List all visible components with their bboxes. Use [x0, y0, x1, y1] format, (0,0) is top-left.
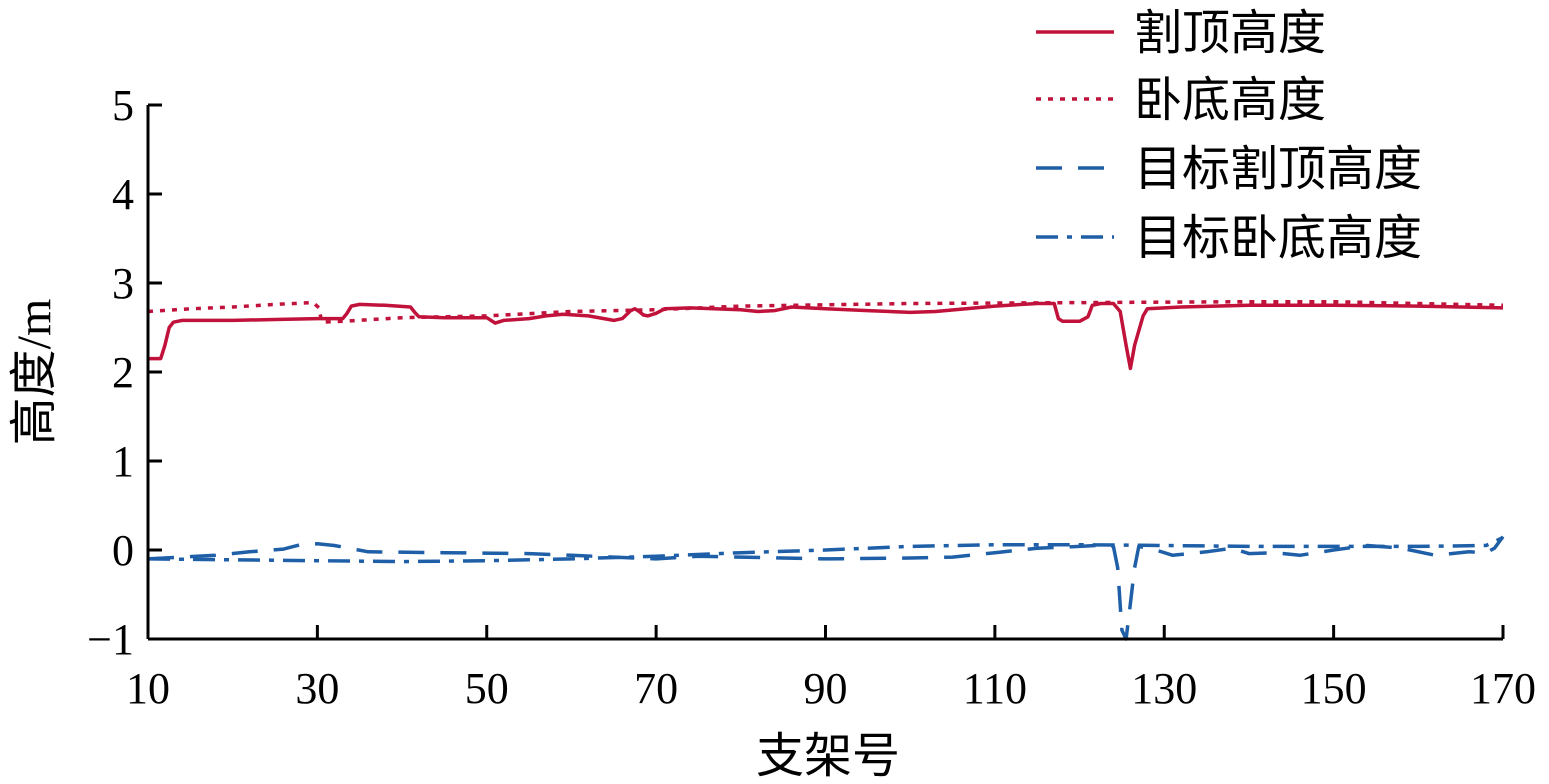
x-tick-label: 30: [295, 664, 339, 713]
x-tick-label: 90: [804, 664, 848, 713]
x-tick-label: 10: [126, 664, 170, 713]
x-tick-label: 110: [963, 664, 1027, 713]
y-tick-label: −1: [87, 615, 134, 664]
series-line-4: [147, 535, 1504, 564]
x-tick-label: 50: [465, 664, 509, 713]
y-axis-title: 高度/m: [8, 299, 61, 446]
plot-area: [147, 299, 1505, 641]
x-tick-label: 130: [1131, 664, 1197, 713]
y-tick-label: 2: [112, 348, 134, 397]
legend-label-2: 卧底高度: [1134, 74, 1326, 127]
legend-label-3: 目标割顶高度: [1134, 143, 1422, 196]
series-line-1: [148, 301, 1504, 371]
y-tick-label: 0: [112, 526, 134, 575]
y-tick-label: 3: [112, 259, 134, 308]
y-tick-label: 1: [112, 437, 134, 486]
legend-label-4: 目标卧底高度: [1134, 212, 1422, 265]
legend-label-1: 割顶高度: [1134, 7, 1326, 60]
y-tick-label: 5: [112, 81, 134, 130]
y-tick-label: 4: [112, 170, 134, 219]
x-tick-label: 70: [634, 664, 678, 713]
x-axis-title: 支架号: [756, 730, 900, 783]
series-line-3: [147, 535, 1505, 641]
x-tick-label: 150: [1301, 664, 1367, 713]
x-tick-label: 170: [1470, 664, 1536, 713]
